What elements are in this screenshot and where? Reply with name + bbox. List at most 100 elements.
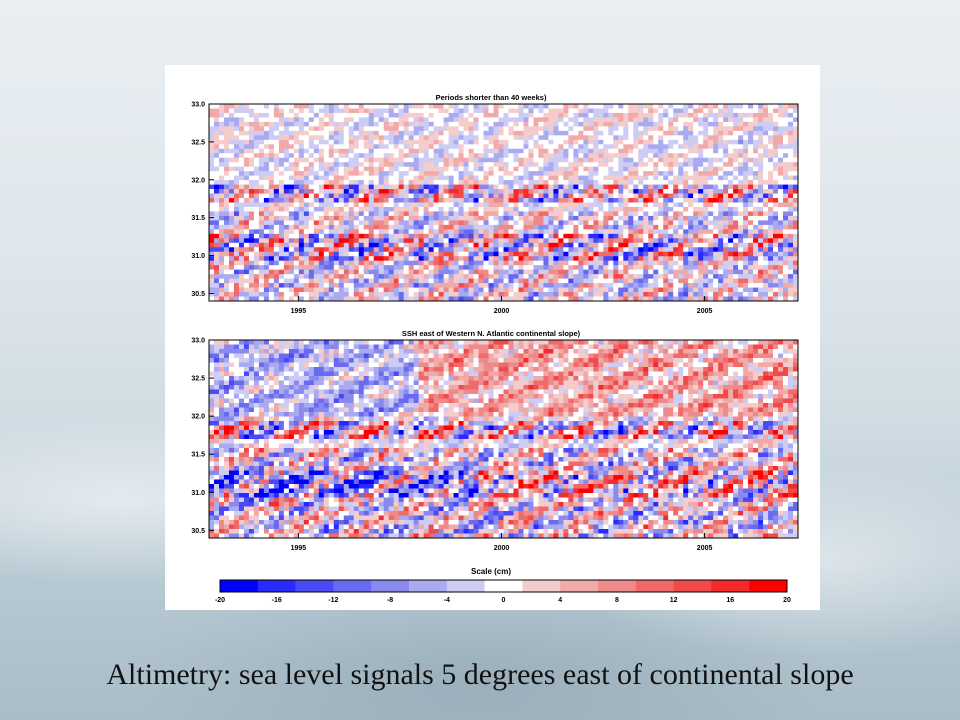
heatmap-cell (693, 287, 699, 293)
heatmap-cell (448, 104, 454, 109)
heatmap-cell (508, 283, 514, 288)
heatmap-cell (233, 104, 240, 109)
heatmap-cell (378, 135, 385, 141)
heatmap-cell (253, 162, 260, 168)
heatmap-cell (433, 265, 440, 271)
heatmap-cell (708, 166, 714, 172)
heatmap-cell (318, 211, 325, 217)
heatmap-cell (653, 287, 659, 293)
heatmap-cell (588, 269, 594, 275)
heatmap-cell (623, 184, 629, 190)
heatmap-cell (648, 224, 654, 230)
heatmap-cell (768, 224, 774, 230)
heatmap-cell (523, 130, 529, 136)
heatmap-cell (603, 126, 609, 132)
heatmap-cell (608, 202, 614, 208)
heatmap-cell (758, 148, 764, 154)
heatmap-cell (778, 206, 784, 212)
heatmap-cell (528, 274, 534, 280)
heatmap-cell (223, 157, 230, 163)
heatmap-cell (438, 215, 444, 221)
heatmap-cell (583, 144, 589, 150)
heatmap-cell (378, 260, 385, 266)
heatmap-cell (588, 202, 594, 208)
heatmap-cell (303, 189, 310, 194)
heatmap-cell (778, 251, 784, 257)
figure-panel: Periods shorter than 40 weeks) 33.0 32.5 3… (165, 65, 820, 610)
heatmap-cell (283, 283, 290, 288)
heatmap-cell (343, 139, 350, 145)
heatmap-cell (478, 166, 484, 172)
heatmap-cell (423, 224, 430, 230)
heatmap-cell (568, 157, 574, 163)
heatmap-cell (633, 175, 639, 181)
heatmap-cell (583, 139, 589, 145)
heatmap-cell (698, 211, 704, 217)
heatmap-cell (488, 251, 494, 257)
heatmap-cell (703, 162, 709, 168)
heatmap-cell (358, 117, 365, 123)
heatmap-cell (678, 287, 684, 293)
heatmap-cell (443, 278, 449, 284)
heatmap-cell (583, 189, 589, 194)
heatmap-cell (218, 220, 225, 226)
heatmap-cell (418, 247, 425, 253)
heatmap-cell (628, 112, 634, 118)
heatmap-cell (693, 112, 699, 118)
heatmap-cell (448, 171, 454, 177)
heatmap-cell (393, 206, 400, 212)
heatmap-cell (658, 180, 664, 185)
heatmap-cell (753, 121, 759, 127)
heatmap-cell (313, 139, 320, 145)
heatmap-cell (233, 247, 240, 253)
heatmap-cell (503, 242, 509, 248)
heatmap-cell (698, 287, 704, 293)
heatmap-cell (638, 238, 644, 244)
heatmap-cell (793, 193, 799, 199)
heatmap-cell (393, 224, 400, 230)
heatmap-cell (783, 162, 789, 168)
heatmap-cell (538, 274, 544, 280)
heatmap-cell (593, 206, 599, 212)
heatmap-cell (518, 112, 524, 118)
heatmap-cell (363, 238, 370, 244)
heatmap-cell (313, 135, 320, 141)
heatmap-cell (398, 256, 405, 262)
heatmap-cell (588, 135, 594, 141)
heatmap-cell (778, 256, 784, 262)
heatmap-cell (368, 144, 375, 150)
heatmap-cell (473, 260, 479, 266)
heatmap-cell (488, 269, 494, 275)
heatmap-cell (243, 229, 250, 235)
heatmap-cell (209, 121, 215, 127)
heatmap-cell (533, 260, 539, 266)
heatmap-cell (548, 193, 554, 199)
heatmap-cell (663, 206, 669, 212)
heatmap-cell (248, 112, 255, 118)
heatmap-cell (433, 175, 440, 181)
heatmap-cell (478, 189, 484, 194)
heatmap-cell (633, 283, 639, 288)
heatmap-cell (383, 180, 390, 185)
heatmap-cell (443, 238, 449, 244)
heatmap-cell (278, 229, 285, 235)
heatmap-cell (238, 206, 245, 212)
heatmap-cell (393, 233, 400, 239)
heatmap-cell (418, 117, 425, 123)
heatmap-cell (648, 256, 654, 262)
heatmap-cell (493, 283, 499, 288)
heatmap-cell (683, 215, 689, 221)
heatmap-cell (483, 193, 489, 199)
heatmap-cell (263, 265, 270, 271)
heatmap-cell (733, 283, 739, 288)
heatmap-cell (713, 189, 719, 194)
heatmap-cell (558, 130, 564, 136)
heatmap-cell (713, 121, 719, 127)
heatmap-cell (428, 108, 435, 114)
heatmap-cell (563, 117, 569, 123)
heatmap-cell (628, 193, 634, 199)
heatmap-cell (263, 229, 270, 235)
heatmap-cell (693, 260, 699, 266)
heatmap-cell (268, 269, 275, 275)
heatmap-cell (408, 189, 415, 194)
